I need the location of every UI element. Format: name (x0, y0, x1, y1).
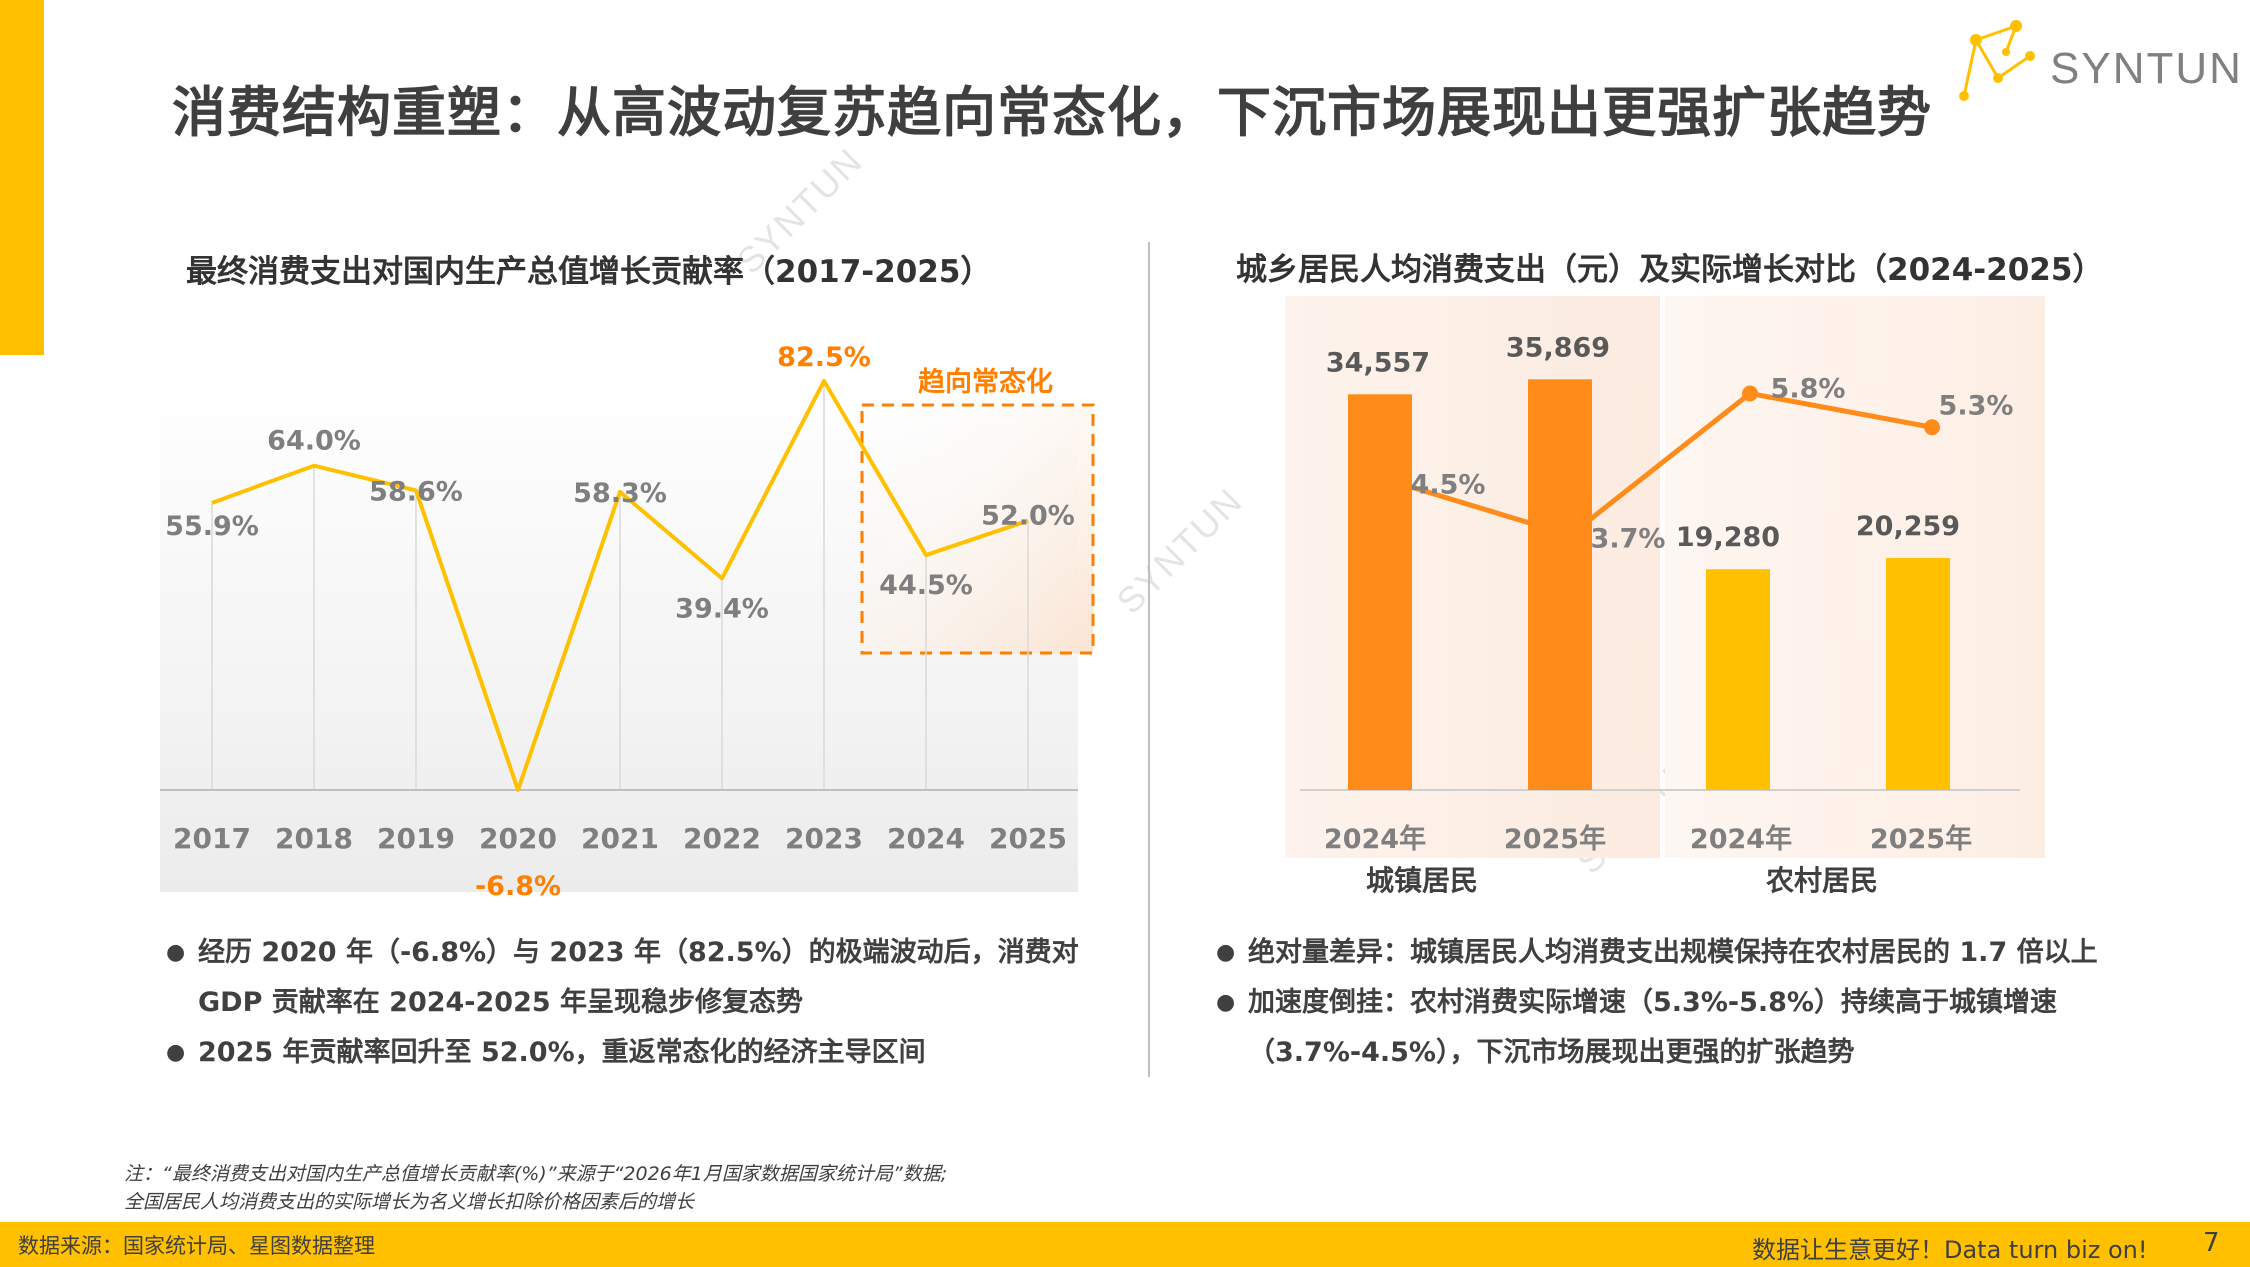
growth-point (1742, 385, 1758, 402)
x-tick-label: 2017 (173, 822, 251, 855)
footnote-line-2: 全国居民人均消费支出的实际增长为名义增长扣除价格因素后的增长 (124, 1191, 695, 1213)
normalization-annotation: 趋向常态化 (918, 366, 1053, 398)
x-tick-label: 2019 (377, 822, 455, 855)
urban-panel-background (1285, 296, 1660, 858)
right-bullet-2-line-2: （3.7%-4.5%），下沉市场展现出更强的扩张趋势 (1248, 1037, 1855, 1068)
right-bullet-2-line-1: 加速度倒挂：农村消费实际增速（5.3%-5.8%）持续高于城镇增速 (1216, 978, 2098, 1028)
x-tick-label: 2024 (887, 822, 965, 855)
growth-point (1384, 473, 1400, 490)
left-line-chart: 趋向常态化 2017 2018 2019 2020 2021 2022 2023 2024 202… (160, 342, 1095, 902)
data-label: 64.0% (267, 426, 361, 457)
page-title: 消费结构重塑：从高波动复苏趋向常态化，下沉市场展现出更强扩张趋势 (172, 81, 1932, 144)
footnote: 注：“最终消费支出对国内生产总值增长贡献率(%)”来源于“2026年1月国家数据… (124, 1160, 947, 1216)
page-number: 7 (2203, 1228, 2220, 1258)
footnote-line-1: 注：“最终消费支出对国内生产总值增长贡献率(%)”来源于“2026年1月国家数据… (124, 1163, 948, 1185)
bar-value-label: 34,557 (1326, 347, 1430, 378)
x-tick-label: 2021 (581, 822, 659, 855)
consumption-bar (1706, 569, 1770, 790)
left-chart-title: 最终消费支出对国内生产总值增长贡献率（2017-2025） (186, 254, 992, 290)
normalization-highlight-box (860, 403, 1095, 655)
data-label: 55.9% (165, 511, 259, 542)
right-chart-title: 城乡居民人均消费支出（元）及实际增长对比（2024-2025） (1236, 252, 2104, 288)
growth-line (1391, 391, 1933, 538)
x-tick-label: 2025年 (1504, 823, 1606, 855)
left-bullet-1-line-2: GDP 贡献率在 2024-2025 年呈现稳步修复态势 (198, 987, 804, 1018)
growth-label: 5.3% (1939, 390, 2014, 421)
group-label-rural: 农村居民 (1765, 864, 1878, 897)
growth-label: 3.7% (1591, 523, 1666, 554)
right-bullet-list: 绝对量差异：城镇居民人均消费支出规模保持在农村居民的 1.7 倍以上 加速度倒挂… (1216, 928, 2098, 1078)
data-label: 82.5% (777, 342, 871, 373)
footer-source: 数据来源：国家统计局、星图数据整理 (18, 1234, 375, 1258)
growth-point (1562, 527, 1578, 544)
growth-label: 5.8% (1771, 374, 1846, 405)
data-label: 58.6% (369, 476, 463, 507)
data-label: 52.0% (981, 501, 1075, 532)
logo-text: SYNTUN (2050, 44, 2243, 93)
bar-value-label: 35,869 (1506, 332, 1610, 363)
left-bullet-2-line-1: 2025 年贡献率回升至 52.0%，重返常态化的经济主导区间 (166, 1028, 1079, 1078)
x-tick-label: 2018 (275, 822, 353, 855)
x-tick-label: 2020 (479, 822, 557, 855)
footer-slogan: 数据让生意更好！Data turn biz on! (1752, 1236, 2148, 1264)
x-tick-label: 2022 (683, 822, 761, 855)
group-label-urban: 城镇居民 (1366, 864, 1478, 897)
footer-bar: 数据来源：国家统计局、星图数据整理 数据让生意更好！Data turn biz … (0, 1222, 2250, 1267)
contribution-line (211, 379, 1029, 792)
column-divider (1148, 242, 1150, 1077)
x-tick-label: 2025年 (1870, 823, 1972, 855)
right-bullet-1-line-1: 绝对量差异：城镇居民人均消费支出规模保持在农村居民的 1.7 倍以上 (1216, 928, 2098, 978)
syntun-logo-mark (1959, 20, 2035, 101)
bar-value-label: 19,280 (1676, 522, 1780, 553)
left-bullet-1-line-1: 经历 2020 年（-6.8%）与 2023 年（82.5%）的极端波动后，消费… (166, 928, 1079, 978)
growth-label: 4.5% (1411, 469, 1486, 500)
accent-bar (0, 0, 44, 355)
x-tick-label: 2025 (989, 822, 1067, 855)
consumption-bar (1348, 394, 1412, 790)
data-label: 58.3% (573, 478, 667, 509)
right-bar-line-chart: 34,557 35,869 19,280 20,259 4.5% 3.7% 5.8% 5.3%… (1285, 296, 2045, 897)
bar-value-label: 20,259 (1856, 511, 1960, 542)
data-label: -6.8% (475, 871, 561, 902)
growth-point (1924, 419, 1940, 436)
consumption-bar (1886, 558, 1950, 790)
left-bullet-list: 经历 2020 年（-6.8%）与 2023 年（82.5%）的极端波动后，消费… (166, 928, 1079, 1078)
data-label: 44.5% (879, 570, 973, 601)
x-tick-label: 2023 (785, 822, 863, 855)
x-tick-label: 2024年 (1324, 823, 1426, 855)
data-label: 39.4% (675, 593, 769, 624)
x-tick-label: 2024年 (1690, 823, 1792, 855)
consumption-bar (1528, 379, 1592, 790)
